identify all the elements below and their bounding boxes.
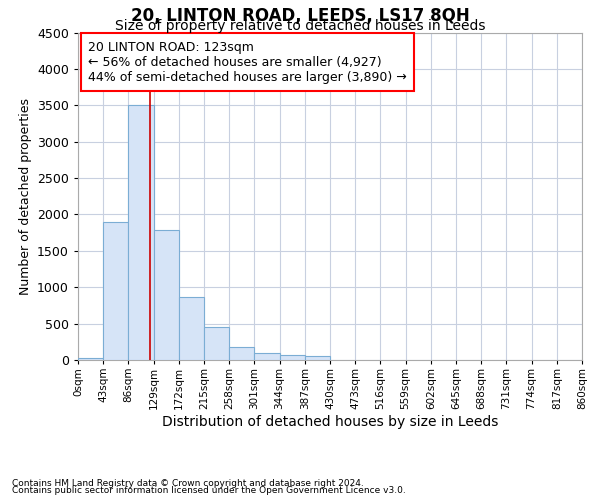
Bar — [305, 356, 330, 360]
Text: 20 LINTON ROAD: 123sqm
← 56% of detached houses are smaller (4,927)
44% of semi-: 20 LINTON ROAD: 123sqm ← 56% of detached… — [88, 40, 407, 84]
Bar — [229, 348, 254, 360]
Bar — [254, 354, 280, 360]
Text: 20, LINTON ROAD, LEEDS, LS17 8QH: 20, LINTON ROAD, LEEDS, LS17 8QH — [131, 8, 469, 26]
Bar — [154, 230, 179, 360]
Bar — [280, 356, 305, 360]
X-axis label: Distribution of detached houses by size in Leeds: Distribution of detached houses by size … — [162, 414, 498, 428]
Text: Contains public sector information licensed under the Open Government Licence v3: Contains public sector information licen… — [12, 486, 406, 495]
Bar — [103, 222, 128, 360]
Y-axis label: Number of detached properties: Number of detached properties — [19, 98, 32, 294]
Bar — [128, 106, 154, 360]
Bar — [204, 326, 229, 360]
Bar — [179, 296, 204, 360]
Bar — [78, 358, 103, 360]
Text: Size of property relative to detached houses in Leeds: Size of property relative to detached ho… — [115, 19, 485, 33]
Text: Contains HM Land Registry data © Crown copyright and database right 2024.: Contains HM Land Registry data © Crown c… — [12, 478, 364, 488]
